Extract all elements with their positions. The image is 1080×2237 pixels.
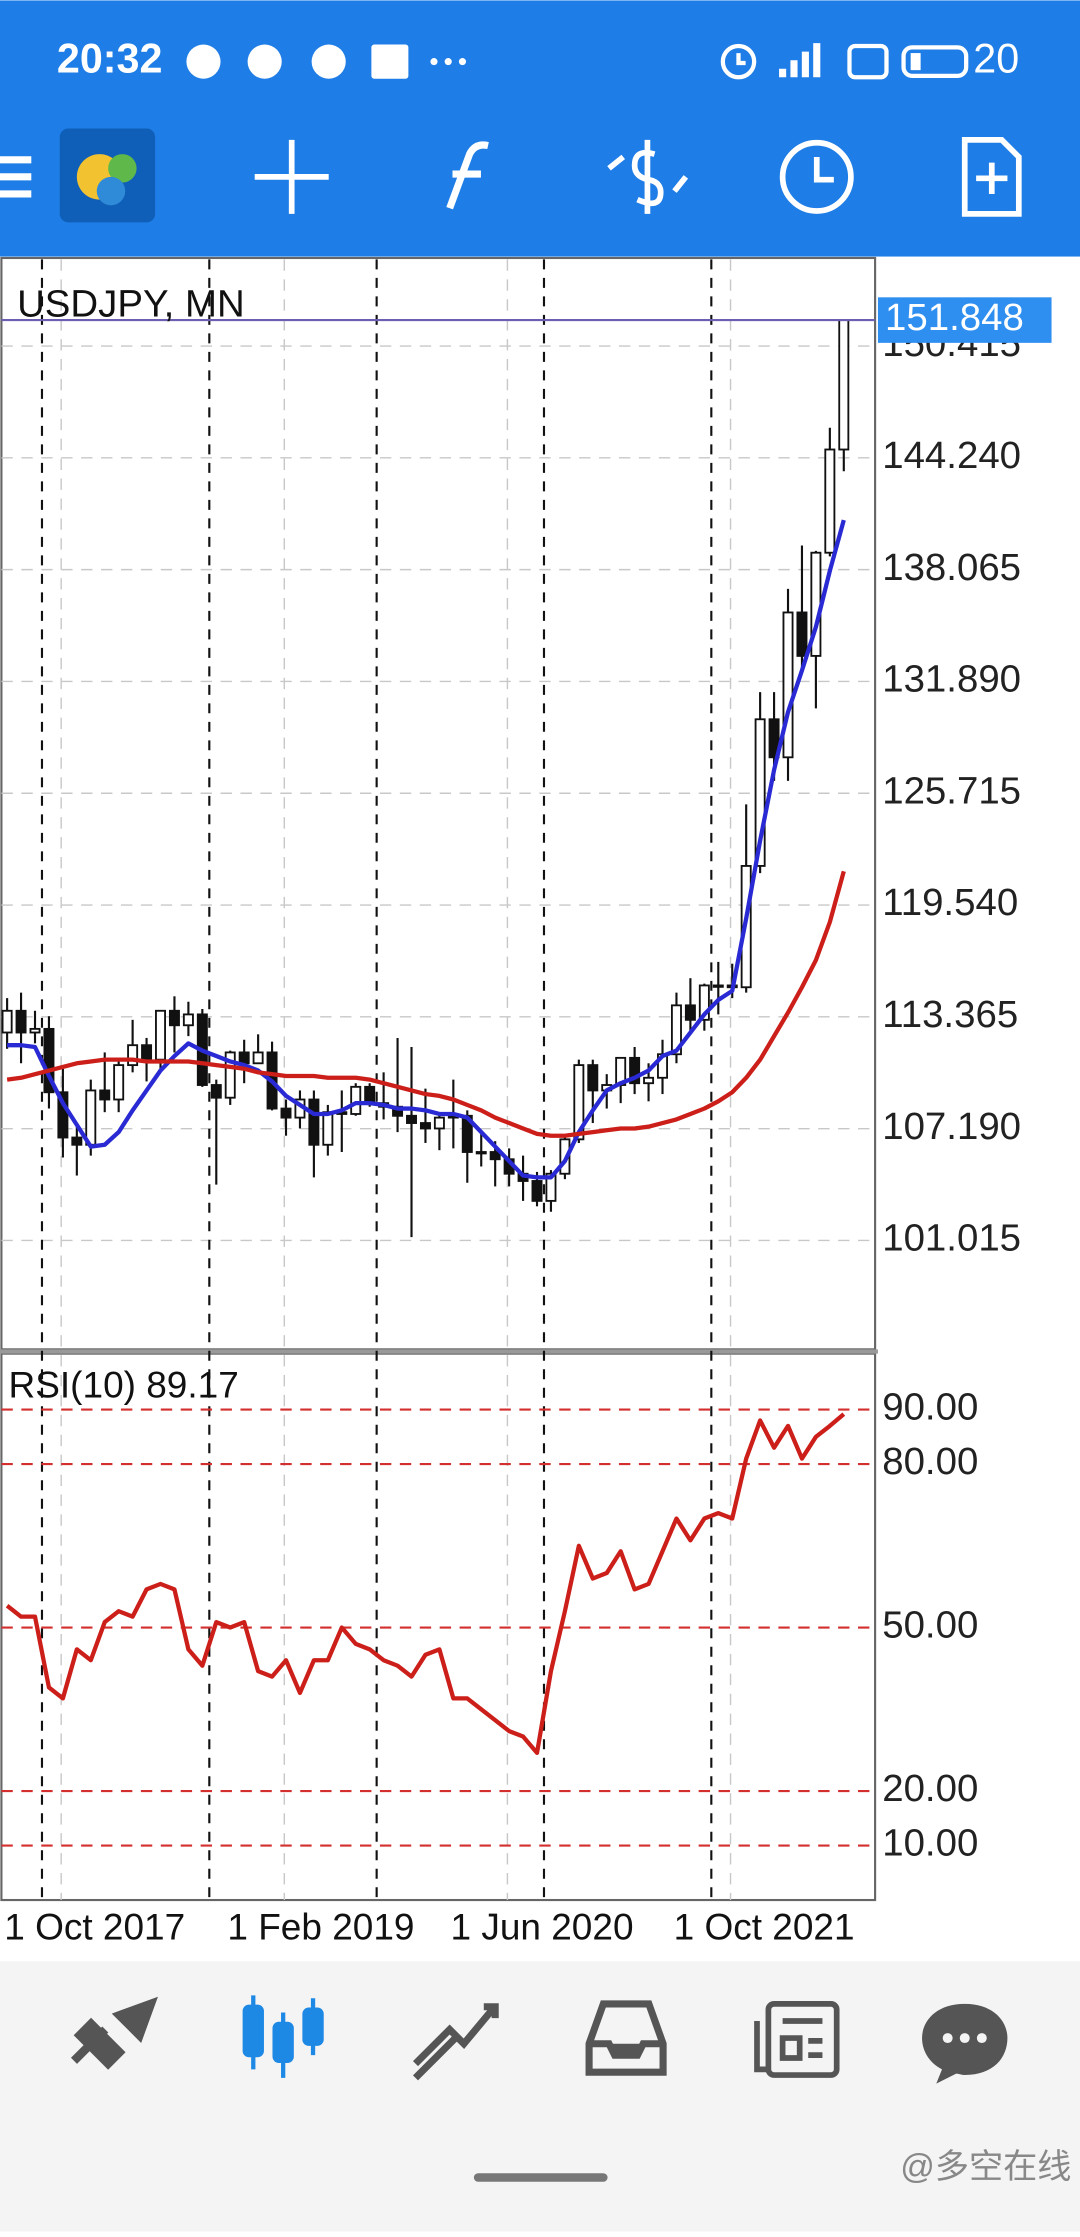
battery-level bbox=[910, 53, 921, 71]
candle-body bbox=[141, 1044, 153, 1061]
candle-body bbox=[684, 1004, 696, 1021]
candle-body bbox=[824, 448, 836, 554]
candle-body bbox=[573, 1064, 585, 1141]
rsi-line bbox=[5, 1412, 846, 1756]
candle-body bbox=[168, 1009, 180, 1027]
x-tick-label: 1 Oct 2021 bbox=[674, 1907, 855, 1948]
candle-body bbox=[15, 1009, 27, 1034]
candle-body bbox=[113, 1064, 125, 1101]
candle-body bbox=[489, 1151, 501, 1161]
moving-average bbox=[7, 519, 846, 1180]
y-tick-label: 50.00 bbox=[882, 1604, 978, 1647]
candle-body bbox=[350, 1085, 362, 1115]
candle-body bbox=[71, 1136, 83, 1146]
candle-body bbox=[308, 1098, 320, 1146]
candle-body bbox=[43, 1027, 55, 1094]
chart-tab[interactable] bbox=[242, 1995, 324, 2078]
app-header bbox=[0, 0, 1080, 257]
app-logo[interactable] bbox=[59, 128, 156, 223]
chat-tab[interactable] bbox=[922, 2003, 1008, 2084]
candle-body bbox=[280, 1107, 292, 1119]
candle-body bbox=[768, 718, 780, 759]
notification-icons bbox=[186, 44, 467, 79]
candle-body bbox=[252, 1051, 264, 1065]
candle-body bbox=[629, 1056, 641, 1085]
candle-body bbox=[57, 1091, 69, 1139]
price-panel-frame bbox=[0, 256, 877, 1351]
y-tick-label: 80.00 bbox=[882, 1440, 978, 1483]
candle-body bbox=[182, 1013, 194, 1027]
last-price-label: 151.848 bbox=[885, 296, 1024, 339]
y-tick-label: 144.240 bbox=[882, 434, 1021, 477]
home-indicator bbox=[473, 2173, 608, 2182]
candle-body bbox=[796, 611, 808, 657]
menu-button[interactable] bbox=[0, 156, 32, 198]
y-tick-label: 131.890 bbox=[882, 658, 1021, 701]
candle-body bbox=[643, 1076, 655, 1085]
x-tick-label: 1 Oct 2017 bbox=[4, 1907, 185, 1948]
candle-body bbox=[670, 1004, 682, 1056]
last-price-box bbox=[877, 297, 1052, 343]
quotes-tab[interactable] bbox=[70, 1996, 158, 2070]
candle-body bbox=[99, 1089, 111, 1101]
candle-body bbox=[127, 1044, 139, 1067]
candle-body bbox=[419, 1122, 431, 1130]
candle-body bbox=[475, 1151, 487, 1155]
candle-body bbox=[433, 1116, 445, 1130]
moving-average bbox=[6, 870, 846, 1138]
system-icons bbox=[720, 43, 969, 80]
clock: 20:32 bbox=[57, 36, 163, 82]
candle-body bbox=[210, 1084, 222, 1099]
y-tick-label: 90.00 bbox=[882, 1386, 978, 1429]
candle-body bbox=[238, 1051, 250, 1065]
candle-body bbox=[322, 1111, 334, 1146]
y-tick-label: 10.00 bbox=[882, 1822, 978, 1865]
candle-body bbox=[29, 1027, 41, 1034]
candle-body bbox=[531, 1180, 543, 1202]
y-tick-label: 113.365 bbox=[882, 993, 1018, 1036]
candle-body bbox=[224, 1051, 236, 1099]
candle-body bbox=[155, 1009, 166, 1061]
candle-body bbox=[838, 319, 850, 451]
candle-body bbox=[782, 611, 794, 759]
candle-body bbox=[754, 718, 766, 867]
candle-body bbox=[587, 1064, 599, 1092]
candle-body bbox=[698, 984, 710, 1021]
indicators-button[interactable] bbox=[446, 141, 489, 210]
y-tick-label: 119.540 bbox=[882, 881, 1018, 924]
watermark: @多空在线 bbox=[900, 2148, 1071, 2186]
timeframe-button[interactable] bbox=[779, 139, 854, 214]
candle-body bbox=[364, 1085, 376, 1105]
rsi-title: RSI(10) 89.17 bbox=[9, 1365, 239, 1406]
y-tick-label: 125.715 bbox=[882, 769, 1021, 812]
candle-body bbox=[406, 1114, 417, 1124]
x-tick-label: 1 Feb 2019 bbox=[227, 1907, 414, 1948]
bottom-nav bbox=[0, 1961, 1080, 2232]
trade-button[interactable] bbox=[607, 139, 689, 214]
crosshair-button[interactable] bbox=[254, 139, 329, 214]
trade-tab[interactable] bbox=[412, 2003, 499, 2081]
new-order-button[interactable] bbox=[961, 137, 1022, 217]
chart-title: USDJPY, MN bbox=[17, 282, 245, 325]
x-tick-label: 1 Jun 2020 bbox=[450, 1907, 633, 1948]
candle-body bbox=[85, 1089, 97, 1146]
candle-body bbox=[1, 1009, 13, 1034]
y-tick-label: 101.015 bbox=[882, 1217, 1021, 1260]
y-tick-label: 20.00 bbox=[882, 1767, 978, 1810]
battery-text: 20 bbox=[973, 36, 1019, 82]
candle-body bbox=[712, 984, 724, 988]
history-tab[interactable] bbox=[585, 2000, 667, 2076]
candle-body bbox=[545, 1172, 557, 1202]
y-tick-label: 138.065 bbox=[882, 546, 1021, 589]
y-tick-label: 107.190 bbox=[882, 1105, 1021, 1148]
news-tab[interactable] bbox=[754, 2001, 840, 2078]
